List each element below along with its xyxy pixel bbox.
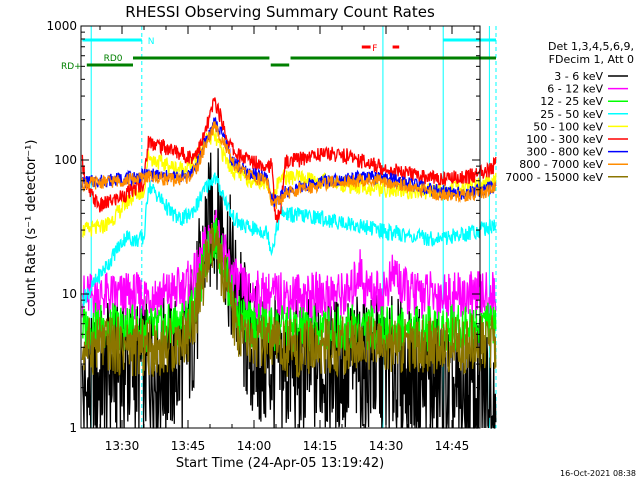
legend-header-line-1: FDecim 1, Att 0 [549,53,634,66]
x-tick-label-4: 14:30 [369,439,404,453]
marker-label-0: N [148,37,155,47]
legend-label-4: 50 - 100 keV [533,120,603,133]
footer-timestamp: 16-Oct-2021 08:38 [560,469,636,478]
y-tick-label-3: 1000 [46,19,77,33]
y-axis-label: Count Rate (s⁻¹ detector⁻¹) [24,140,39,317]
y-tick-label-0: 1 [69,421,77,435]
chart-title: RHESSI Observing Summary Count Rates [125,3,435,21]
legend-label-3: 25 - 50 keV [540,108,603,121]
legend-header-line-0: Det 1,3,4,5,6,9, [548,40,634,53]
x-tick-label-3: 14:15 [303,439,338,453]
series-line-8 [81,223,497,378]
series-line-3 [81,172,497,307]
marker-label-1: F [372,44,377,54]
legend: Det 1,3,4,5,6,9,FDecim 1, Att 0 3 - 6 keV… [505,40,634,184]
x-tick-label-0: 13:30 [105,439,140,453]
x-tick-label-2: 14:00 [237,439,272,453]
y-tick-label-2: 100 [54,153,77,167]
legend-label-5: 100 - 300 keV [526,133,603,146]
legend-label-8: 7000 - 15000 keV [505,171,603,184]
x-tick-label-5: 14:45 [435,439,470,453]
legend-label-6: 300 - 800 keV [526,146,603,159]
observing-intervals-layer [82,26,497,428]
plot-frame [80,25,481,429]
x-tick-label-1: 13:45 [171,439,206,453]
state-markers: N F RD0 RD+ [61,37,377,72]
y-axis-ticks: 1 10 100 1000 [46,19,480,435]
legend-label-1: 6 - 12 keV [547,83,603,96]
legend-label-0: 3 - 6 keV [554,70,603,83]
legend-label-7: 800 - 7000 keV [519,158,603,171]
marker-label-2: RD0 [104,54,123,64]
marker-label-3: RD+ [61,62,82,72]
series-line-7 [81,121,497,210]
series-line-5 [81,97,497,223]
series-layer [81,97,497,429]
y-tick-label-1: 10 [62,287,77,301]
legend-label-2: 12 - 25 keV [540,95,603,108]
x-axis-ticks: 13:30 13:45 14:00 14:15 14:30 14:45 [99,26,475,453]
x-axis-label: Start Time (24-Apr-05 13:19:42) [176,456,384,471]
